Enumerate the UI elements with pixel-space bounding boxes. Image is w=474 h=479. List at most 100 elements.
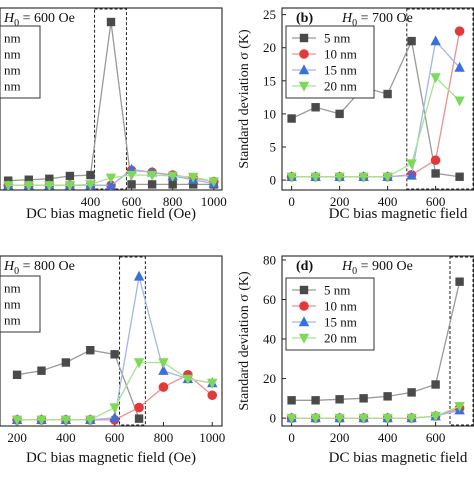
data-point	[208, 177, 219, 188]
legend-label: 15 nm	[324, 315, 357, 330]
y-tick-label: 0	[270, 173, 277, 188]
data-point	[406, 159, 417, 170]
legend-marker	[299, 49, 309, 59]
series-group	[286, 277, 465, 424]
legend-label: nm	[4, 313, 21, 328]
legend-label: 5 nm	[324, 283, 350, 298]
data-point	[455, 277, 464, 286]
data-point	[134, 402, 144, 413]
data-point	[133, 270, 145, 281]
data-point	[60, 415, 72, 426]
data-point	[454, 96, 465, 107]
panel-title: H0 = 800 Oe	[3, 259, 75, 277]
y-tick-label: 80	[263, 252, 276, 267]
x-tick-label: 600	[426, 430, 446, 445]
data-point	[146, 170, 158, 181]
series-line	[291, 405, 460, 419]
data-point	[286, 413, 297, 424]
data-point	[454, 402, 465, 412]
data-point	[126, 170, 137, 181]
x-tick-label: 400	[378, 194, 398, 209]
data-point	[286, 172, 297, 183]
data-point	[106, 17, 116, 27]
series-line	[17, 276, 213, 421]
panel-label: (d)	[296, 259, 313, 274]
x-tick-label: 1000	[201, 194, 227, 209]
data-point	[431, 169, 440, 178]
legend-label: nm	[4, 47, 21, 62]
x-tick-label: 400	[56, 430, 76, 445]
data-point	[431, 380, 440, 389]
legend-label: 10 nm	[324, 299, 357, 314]
data-point	[109, 412, 120, 423]
legend-box	[0, 275, 41, 333]
data-point	[110, 350, 119, 359]
x-axis-label: DC bias magnetic field	[329, 206, 468, 222]
legend-box	[0, 25, 41, 99]
highlight-box	[94, 8, 127, 190]
highlight-box	[119, 256, 146, 426]
data-point	[134, 414, 144, 423]
y-tick-label: 5	[270, 139, 277, 154]
data-point	[64, 181, 76, 190]
data-point	[85, 180, 96, 190]
plot-frame	[281, 7, 474, 191]
legend-label: nm	[4, 281, 21, 296]
data-point	[407, 388, 416, 397]
data-point	[454, 61, 465, 72]
x-axis-label: DC bias magnetic field (Oe)	[26, 206, 196, 222]
legend-label: nm	[4, 79, 21, 94]
data-point	[167, 171, 178, 182]
data-point	[105, 179, 117, 190]
series-group	[286, 26, 465, 183]
panel-title: H0 = 600 Oe	[3, 11, 75, 29]
data-point	[430, 35, 441, 46]
legend-label: 15 nm	[324, 63, 357, 78]
legend-marker	[298, 81, 310, 92]
data-point	[85, 415, 96, 426]
panel-title: H0 = 700 Oe	[341, 11, 413, 29]
data-point	[359, 394, 368, 403]
data-point	[358, 172, 369, 183]
data-point	[335, 395, 344, 404]
data-point	[334, 172, 345, 183]
data-point	[168, 180, 177, 189]
data-point	[133, 358, 145, 369]
x-tick-label: 400	[378, 430, 398, 445]
data-point	[147, 180, 157, 189]
x-tick-label: 0	[288, 430, 295, 445]
data-point	[158, 382, 169, 392]
data-point	[12, 370, 22, 379]
data-point	[383, 89, 392, 99]
x-axis-label: DC bias magnetic field	[329, 450, 468, 466]
x-tick-label: 400	[81, 194, 101, 209]
data-point	[207, 378, 218, 389]
data-point	[86, 346, 95, 355]
plot-frame	[0, 255, 223, 427]
data-point	[430, 411, 441, 422]
x-tick-label: 800	[154, 430, 174, 445]
panel-label: (b)	[296, 11, 313, 26]
data-point	[430, 155, 441, 166]
legend-marker	[299, 33, 309, 43]
x-tick-label: 0	[288, 194, 295, 209]
data-point	[383, 392, 392, 401]
data-point	[158, 364, 169, 375]
x-tick-label: 600	[426, 194, 446, 209]
legend-label: nm	[4, 297, 21, 312]
data-point	[65, 171, 75, 181]
legend-marker	[298, 316, 310, 327]
data-point	[3, 181, 14, 190]
x-tick-label: 200	[330, 194, 350, 209]
data-point	[407, 36, 416, 46]
x-tick-label: 600	[122, 194, 142, 209]
data-point	[430, 73, 441, 84]
legend-marker	[298, 64, 310, 75]
data-point	[455, 172, 464, 181]
